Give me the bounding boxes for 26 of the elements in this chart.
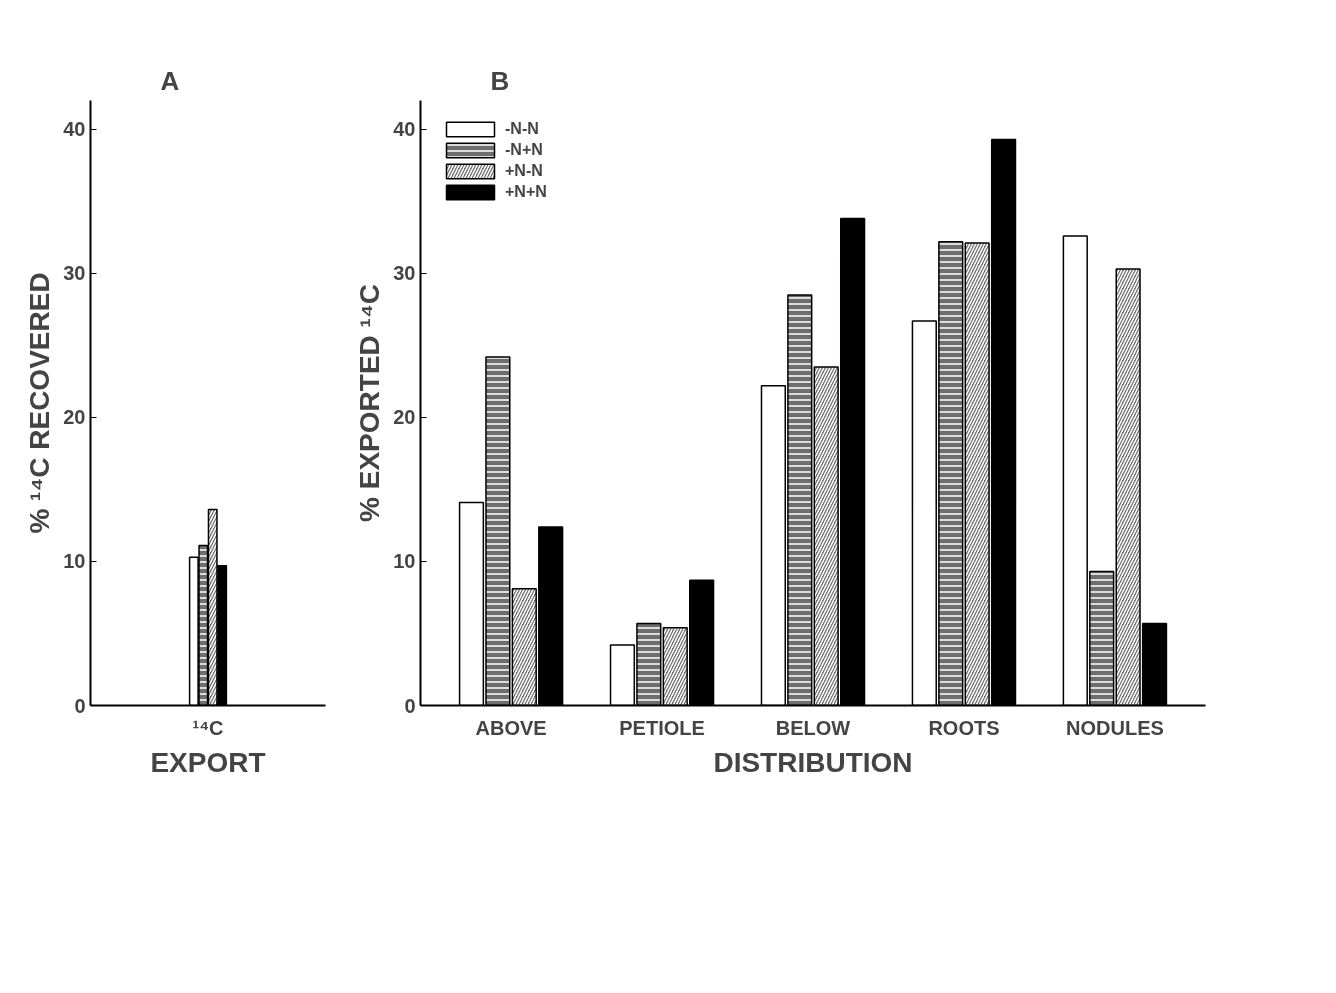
chart-title: B — [490, 65, 510, 96]
x-axis-title: EXPORT — [150, 746, 266, 778]
y-tick-label: 0 — [404, 694, 416, 717]
y-axis-title: % ¹⁴C RECOVERED — [24, 272, 56, 534]
y-axis-title: % EXPORTED ¹⁴C — [354, 284, 386, 522]
legend-label: +N+N — [505, 183, 547, 201]
x-tick-label: NODULES — [1066, 716, 1164, 739]
legend-label: -N-N — [505, 120, 539, 138]
y-tick-label: 10 — [393, 550, 416, 573]
y-tick-label: 30 — [63, 262, 86, 285]
y-tick-label: 40 — [393, 118, 416, 141]
x-tick-label: PETIOLE — [619, 716, 705, 739]
y-tick-label: 40 — [63, 118, 86, 141]
x-tick-label: ROOTS — [928, 716, 1000, 739]
x-axis-title: DISTRIBUTION — [713, 746, 913, 778]
chart-title: A — [160, 65, 180, 96]
x-tick-label: BELOW — [775, 716, 851, 739]
y-tick-label: 10 — [63, 550, 86, 573]
y-tick-label: 20 — [63, 406, 86, 429]
y-tick-label: 30 — [393, 262, 416, 285]
x-tick-label: ¹⁴C — [192, 716, 224, 739]
legend-label: +N-N — [505, 162, 543, 180]
y-tick-label: 20 — [393, 406, 416, 429]
legend-label: -N+N — [505, 141, 543, 159]
y-tick-label: 0 — [74, 694, 86, 717]
x-tick-label: ABOVE — [475, 716, 547, 739]
